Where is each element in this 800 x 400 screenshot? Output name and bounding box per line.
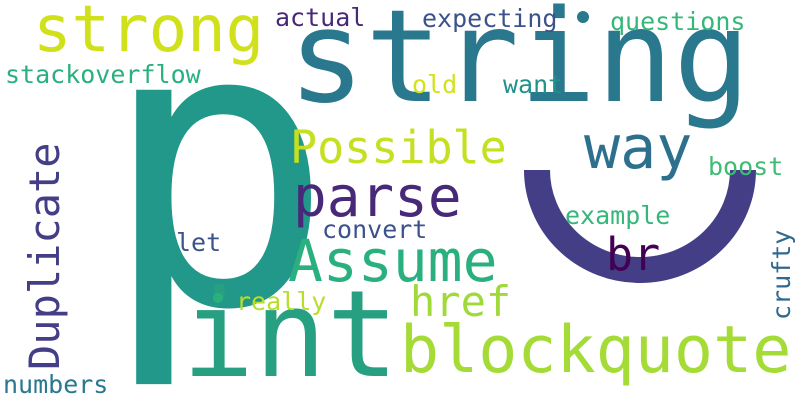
word-let: let bbox=[176, 228, 222, 257]
word-boost: boost bbox=[708, 152, 784, 181]
word-old: old bbox=[412, 70, 458, 99]
word-parse: parse bbox=[293, 165, 462, 230]
word-numbers: numbers bbox=[3, 370, 109, 399]
word-expecting: expecting bbox=[422, 4, 558, 33]
word-want: want bbox=[503, 70, 564, 99]
word-duplicate: Duplicate bbox=[20, 142, 69, 370]
word-assume: Assume bbox=[288, 227, 498, 295]
word-strong: strong bbox=[33, 0, 265, 67]
word-way: way bbox=[584, 113, 693, 183]
word-string: string bbox=[288, 0, 751, 132]
word-questions: questions bbox=[610, 7, 746, 36]
word-blockquote: blockquote bbox=[400, 313, 792, 388]
word-actual: actual bbox=[275, 3, 366, 32]
word-br: br bbox=[606, 228, 661, 281]
word-convert: convert bbox=[322, 215, 428, 244]
word-example: example bbox=[565, 201, 671, 230]
word-really: really bbox=[236, 287, 327, 316]
word-href: href bbox=[410, 277, 512, 326]
word-crufty: crufty bbox=[767, 229, 796, 320]
dot-1 bbox=[577, 11, 589, 23]
word-stackoverflow: stackoverflow bbox=[5, 60, 201, 89]
dot-2 bbox=[213, 293, 223, 303]
word-possible: Possible bbox=[290, 121, 507, 174]
